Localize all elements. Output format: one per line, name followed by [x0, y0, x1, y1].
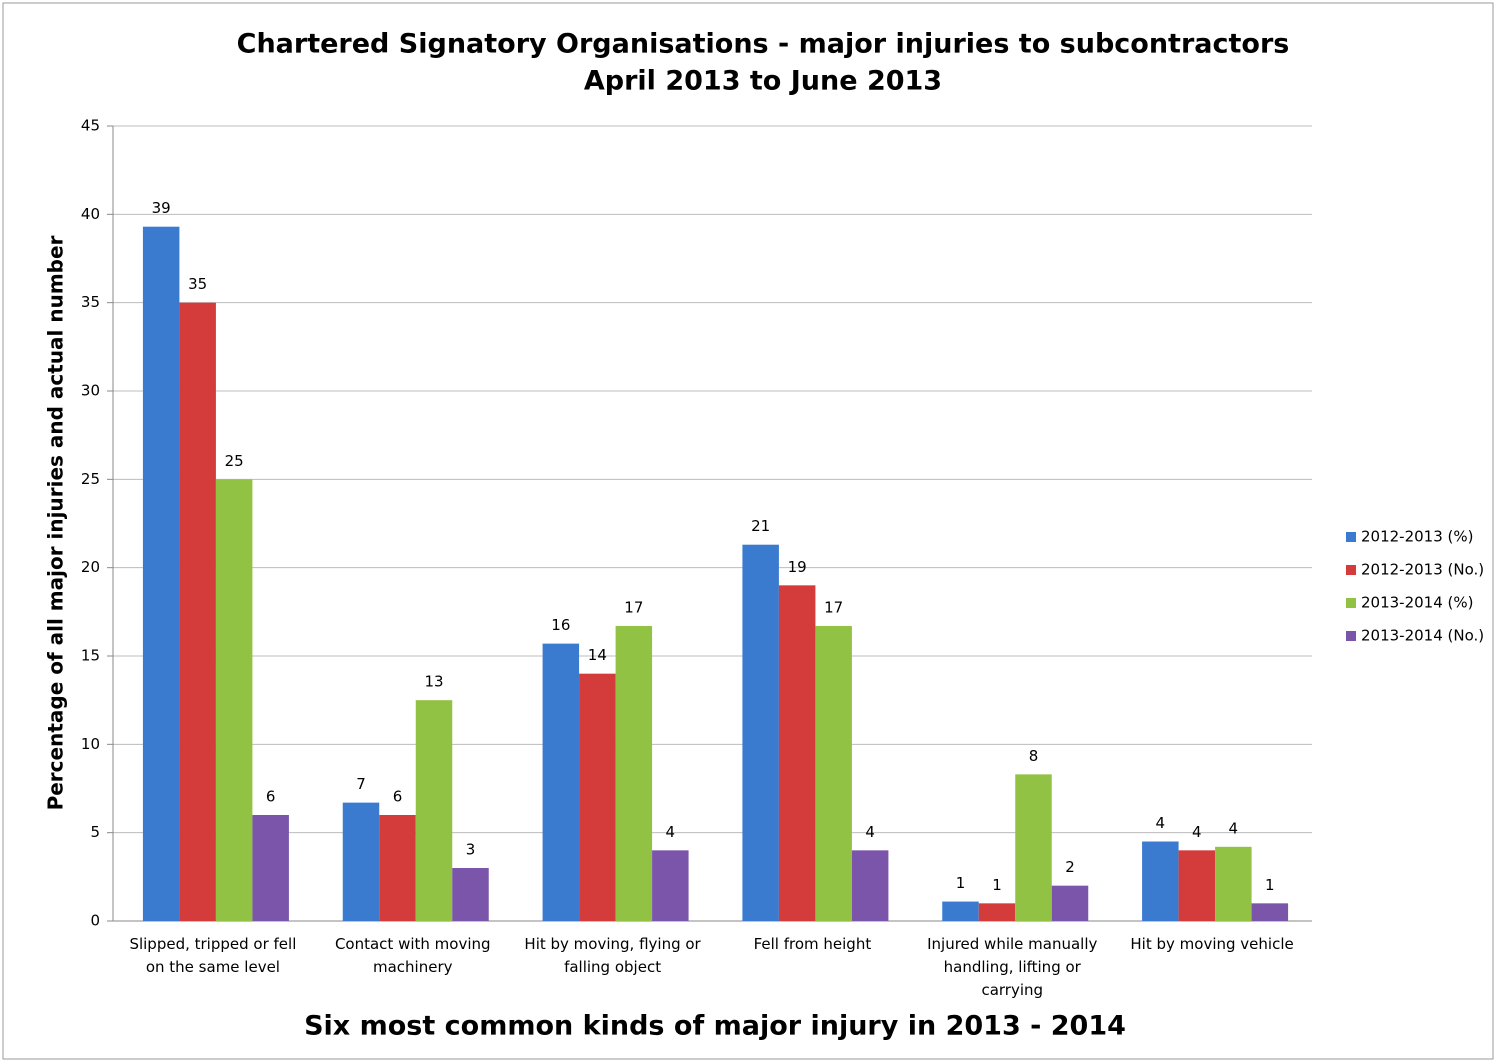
x-tick-label: Hit by moving vehicle [1130, 935, 1293, 953]
y-tick-label: 25 [81, 470, 100, 488]
data-label: 35 [188, 275, 207, 293]
bar [978, 903, 1016, 921]
bar [1015, 774, 1052, 921]
data-label: 4 [865, 823, 875, 841]
y-tick-label: 5 [90, 823, 100, 841]
bar [579, 673, 616, 921]
bar [742, 544, 779, 921]
y-tick-label: 30 [81, 382, 100, 400]
data-label: 6 [266, 788, 276, 806]
y-tick-label: 35 [81, 293, 100, 311]
data-label: 19 [788, 558, 807, 576]
y-tick-label: 0 [90, 912, 100, 930]
y-tick-label: 20 [81, 558, 100, 576]
x-tick-label: Slipped, tripped or fell on the same leve… [129, 935, 296, 976]
data-label: 14 [588, 646, 607, 664]
bar [1178, 850, 1216, 921]
y-tick-label: 40 [81, 205, 100, 223]
x-tick-label: Contact with moving machinery [335, 935, 491, 976]
bar [379, 815, 416, 921]
data-label: 1 [1265, 876, 1275, 894]
data-label: 17 [824, 598, 843, 616]
data-label: 3 [466, 841, 476, 859]
x-axis-title: Six most common kinds of major injury in… [304, 1011, 1126, 1042]
data-label: 4 [666, 823, 676, 841]
bar [252, 815, 289, 921]
bar [342, 802, 380, 921]
bar [615, 625, 653, 921]
x-tick-label: Injured while manually handling, lifting … [927, 935, 1097, 999]
y-tick-label: 15 [81, 647, 100, 665]
x-tick-label: Hit by moving, flying or falling object [524, 935, 701, 976]
data-label: 1 [956, 874, 966, 892]
legend-swatch [1346, 631, 1356, 641]
bar [179, 302, 216, 922]
bar [815, 625, 852, 921]
data-label: 25 [225, 452, 244, 470]
bar [1251, 903, 1289, 921]
x-tick-label: Fell from height [754, 935, 872, 953]
legend-label: 2012-2013 (No.) [1361, 561, 1484, 579]
data-label: 2 [1065, 858, 1075, 876]
bar [415, 700, 453, 921]
legend-label: 2013-2014 (No.) [1361, 627, 1484, 645]
data-label: 16 [551, 616, 570, 634]
data-label: 13 [424, 673, 443, 691]
bar [142, 226, 180, 921]
data-label: 39 [152, 199, 171, 217]
data-label: 17 [624, 598, 643, 616]
legend-label: 2012-2013 (%) [1361, 528, 1474, 546]
bar [452, 868, 489, 921]
bar [1215, 846, 1252, 921]
legend-swatch [1346, 565, 1356, 575]
data-label: 6 [393, 788, 403, 806]
y-tick-label: 45 [81, 117, 100, 135]
bar [778, 585, 816, 921]
legend-swatch [1346, 532, 1356, 542]
data-label: 21 [751, 517, 770, 535]
bar [652, 850, 689, 921]
bar [942, 901, 979, 921]
y-axis-title: Percentage of all major injuries and act… [44, 235, 68, 810]
data-label: 7 [356, 775, 366, 793]
bar [851, 850, 889, 921]
y-tick-label: 10 [81, 735, 100, 753]
data-label: 4 [1156, 814, 1166, 832]
bar [215, 479, 253, 921]
data-label: 1 [992, 876, 1002, 894]
legend-swatch [1346, 598, 1356, 608]
chart-title: Chartered Signatory Organisations - majo… [237, 29, 1290, 60]
legend-label: 2013-2014 (%) [1361, 594, 1474, 612]
data-label: 4 [1229, 819, 1239, 837]
bar [1142, 841, 1179, 921]
bar [542, 643, 580, 921]
data-label: 8 [1029, 747, 1039, 765]
data-label: 4 [1192, 823, 1202, 841]
bar [1051, 885, 1089, 921]
chart-subtitle: April 2013 to June 2013 [584, 66, 942, 97]
